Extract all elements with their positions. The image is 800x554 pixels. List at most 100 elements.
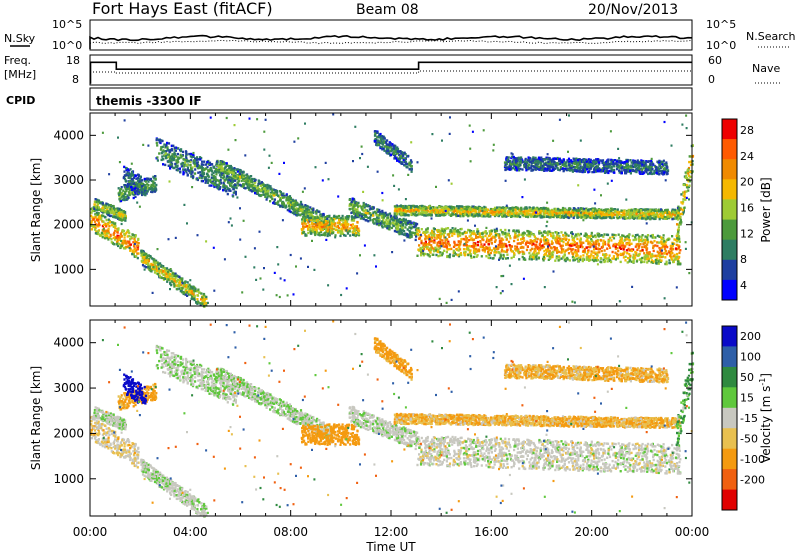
scatter-cell xyxy=(106,206,109,210)
scatter-cell xyxy=(510,215,513,218)
scatter-cell xyxy=(110,211,113,214)
scatter-cell xyxy=(178,287,181,290)
scatter-cell xyxy=(115,243,118,246)
scatter-cell xyxy=(102,223,106,227)
scatter-cell xyxy=(144,261,147,264)
scatter-cell xyxy=(147,180,150,183)
scatter-cell xyxy=(328,214,331,218)
scatter-cell xyxy=(439,214,442,217)
scatter-cell xyxy=(90,211,93,214)
scatter-cell xyxy=(130,235,133,239)
scatter-cell xyxy=(148,257,151,261)
scatter-cell xyxy=(410,213,413,216)
scatter-cell xyxy=(381,210,384,214)
scatter-cell xyxy=(169,163,172,166)
scatter-cell xyxy=(204,163,208,166)
scatter-cell xyxy=(208,184,211,187)
scatter-cell xyxy=(128,193,131,197)
scatter-cell xyxy=(549,216,552,219)
scatter-cell xyxy=(105,218,108,222)
scatter-cell xyxy=(117,187,120,190)
scatter-cell xyxy=(116,231,119,234)
scatter-cell xyxy=(392,152,395,155)
scatter-cell xyxy=(393,205,396,208)
scatter-cell xyxy=(216,183,219,187)
scatter-cell xyxy=(149,269,153,272)
scatter-cell xyxy=(129,175,132,178)
scatter-cell xyxy=(375,220,378,223)
scatter-cell xyxy=(195,300,198,304)
scatter-cell xyxy=(125,173,128,177)
scatter-cell xyxy=(307,227,310,231)
scatter-cell xyxy=(389,146,392,149)
scatter-cell xyxy=(253,184,257,188)
scatter-cell xyxy=(217,166,220,169)
scatter-cell xyxy=(93,224,96,227)
scatter-cell xyxy=(562,216,566,219)
scatter-cell xyxy=(180,162,183,166)
scatter-cell xyxy=(401,162,404,165)
scatter-cell xyxy=(218,171,221,174)
scatter-cell xyxy=(580,216,583,219)
scatter-cell xyxy=(354,225,357,228)
scatter-cell xyxy=(364,208,367,212)
scatter-cell xyxy=(640,209,643,212)
scatter-cell xyxy=(94,200,97,204)
scatter-cell xyxy=(519,215,522,219)
scatter-cell xyxy=(101,220,104,223)
nsearch-label: N.Search xyxy=(746,30,796,43)
scatter-cell xyxy=(374,130,377,133)
scatter-cell xyxy=(155,183,158,187)
scatter-cell xyxy=(537,207,541,211)
scatter-cell xyxy=(545,215,549,218)
scatter-cell xyxy=(578,209,581,212)
scatter-cell xyxy=(134,182,137,185)
scatter-cell xyxy=(114,235,117,239)
scatter-cell xyxy=(605,208,608,211)
scatter-cell xyxy=(110,238,113,241)
scatter-cell xyxy=(223,186,226,190)
scatter-cell xyxy=(123,214,127,217)
scatter-cell xyxy=(529,208,532,211)
scatter-cell xyxy=(646,216,649,219)
scatter-cell xyxy=(132,189,136,192)
scatter-cell xyxy=(132,182,135,185)
scatter-cell xyxy=(191,175,195,179)
scatter-cell xyxy=(95,224,98,227)
scatter-cell xyxy=(404,209,407,212)
scatter-cell xyxy=(97,221,100,224)
scatter-cell xyxy=(200,179,203,183)
scatter-cell xyxy=(166,269,169,272)
scatter-cell xyxy=(153,271,157,274)
scatter-cell xyxy=(239,184,242,187)
scatter-cell xyxy=(198,176,201,180)
scatter-cell xyxy=(219,161,222,164)
scatter-cell xyxy=(117,212,120,215)
scatter-cell xyxy=(225,162,228,165)
scatter-cell xyxy=(179,156,182,159)
scatter-cell xyxy=(195,178,198,181)
scatter-cell xyxy=(136,188,139,191)
scatter-cell xyxy=(414,224,418,227)
scatter-cell xyxy=(144,186,148,189)
scatter-cell xyxy=(308,213,311,216)
scatter-cell xyxy=(131,233,134,236)
scatter-cell xyxy=(246,186,249,189)
scatter-cell xyxy=(522,210,525,213)
scatter-cell xyxy=(637,217,640,220)
scatter-cell xyxy=(118,214,121,218)
scatter-cell xyxy=(95,200,98,204)
scatter-cell xyxy=(117,208,120,211)
scatter-cell xyxy=(186,160,189,163)
scatter-cell xyxy=(271,189,274,192)
scatter-cell xyxy=(435,214,438,217)
scatter-cell xyxy=(318,221,321,224)
scatter-cell xyxy=(180,287,183,290)
scatter-cell xyxy=(190,167,193,171)
scatter-cell xyxy=(228,189,231,192)
scatter-cell xyxy=(586,216,589,219)
scatter-cell xyxy=(408,161,411,164)
scatter-cell xyxy=(396,219,399,222)
scatter-cell xyxy=(142,250,145,253)
scatter-cell xyxy=(123,198,126,202)
